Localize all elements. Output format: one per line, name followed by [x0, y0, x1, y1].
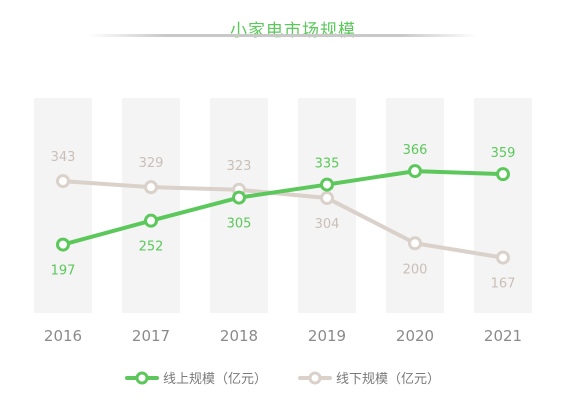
- online-data-point: [232, 190, 246, 205]
- background-columns: [34, 98, 532, 313]
- online-series-line: [61, 169, 505, 247]
- data-labels: 197 343 252 329 305 323 335 304 366 200 359 167: [51, 143, 516, 292]
- x-tick-label: 2018: [220, 327, 258, 345]
- online-data-label: 335: [315, 157, 340, 172]
- legend-offline-marker-icon: [308, 371, 322, 385]
- offline-data-label: 200: [403, 262, 428, 277]
- background-column: [386, 98, 444, 313]
- offline-data-label: 323: [227, 159, 252, 174]
- legend-online-marker-icon: [135, 371, 149, 385]
- online-data-label: 197: [51, 264, 76, 279]
- x-axis-ticks: 2016 2017 2018 2019 2020 2021: [44, 327, 522, 345]
- offline-data-label: 329: [139, 156, 164, 171]
- background-column: [298, 98, 356, 313]
- background-column: [474, 98, 532, 313]
- offline-data-label: 167: [491, 277, 516, 292]
- offline-data-point: [144, 180, 158, 195]
- online-data-point: [144, 213, 158, 228]
- online-data-point: [496, 167, 510, 182]
- online-data-point: [320, 177, 334, 192]
- offline-data-point: [496, 250, 510, 265]
- background-column: [210, 98, 268, 313]
- legend-offline-label: 线下规模（亿元）: [336, 372, 440, 387]
- online-data-label: 359: [491, 146, 516, 161]
- online-data-label: 252: [139, 240, 164, 255]
- legend-online-label: 线上规模（亿元）: [163, 372, 267, 387]
- series-lines: [61, 169, 505, 260]
- background-column: [122, 98, 180, 313]
- offline-data-point: [56, 174, 70, 189]
- x-tick-label: 2021: [484, 327, 522, 345]
- legend: 线上规模（亿元） 线下规模（亿元）: [125, 371, 440, 387]
- online-data-label: 305: [227, 217, 252, 232]
- data-points: [56, 164, 510, 265]
- online-data-label: 366: [403, 143, 428, 158]
- x-tick-label: 2017: [132, 327, 170, 345]
- x-tick-label: 2016: [44, 327, 82, 345]
- offline-data-label: 343: [51, 150, 76, 165]
- offline-data-point: [320, 191, 334, 206]
- offline-data-point: [408, 236, 422, 251]
- offline-series-line: [61, 179, 505, 260]
- title-underline: [88, 34, 478, 37]
- online-data-point: [408, 164, 422, 179]
- x-tick-label: 2019: [308, 327, 346, 345]
- offline-data-label: 304: [315, 217, 340, 232]
- background-column: [34, 98, 92, 313]
- online-data-point: [56, 237, 70, 252]
- x-tick-label: 2020: [396, 327, 434, 345]
